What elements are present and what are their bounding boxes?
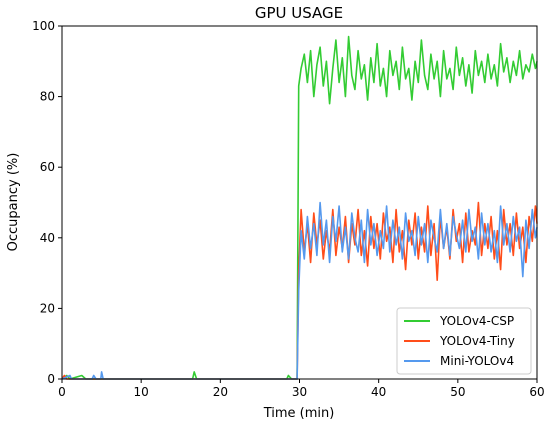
x-tick-label: 30 [292, 385, 307, 399]
y-tick-label: 100 [32, 19, 55, 33]
legend-label: Mini-YOLOv4 [440, 354, 514, 368]
plot-lines [61, 35, 538, 380]
x-tick-label: 20 [213, 385, 228, 399]
y-axis-label: Occupancy (%) [6, 153, 21, 252]
plot-frame [61, 25, 538, 380]
y-tick-label: 80 [40, 90, 55, 104]
series-line-yolov4-csp [61, 35, 538, 380]
legend: YOLOv4-CSP YOLOv4-Tiny Mini-YOLOv4 [396, 307, 532, 375]
x-axis-label: Time (min) [263, 406, 335, 421]
series-line-mini-yolov4 [61, 201, 538, 380]
y-tick-label: 0 [47, 372, 55, 386]
x-tick-label: 60 [529, 385, 544, 399]
y-tick-label: 20 [40, 301, 55, 315]
axis-ticks: 0 10 20 30 40 50 60 0 20 40 60 80 100 [32, 19, 545, 399]
x-tick-label: 50 [450, 385, 465, 399]
x-tick-label: 10 [134, 385, 149, 399]
x-tick-label: 40 [371, 385, 386, 399]
legend-box [396, 307, 532, 375]
legend-label: YOLOv4-CSP [439, 314, 514, 328]
chart-title: GPU USAGE [255, 4, 343, 22]
y-tick-label: 60 [40, 160, 55, 174]
y-tick-label: 40 [40, 231, 55, 245]
legend-label: YOLOv4-Tiny [439, 334, 515, 348]
x-tick-label: 0 [58, 385, 66, 399]
